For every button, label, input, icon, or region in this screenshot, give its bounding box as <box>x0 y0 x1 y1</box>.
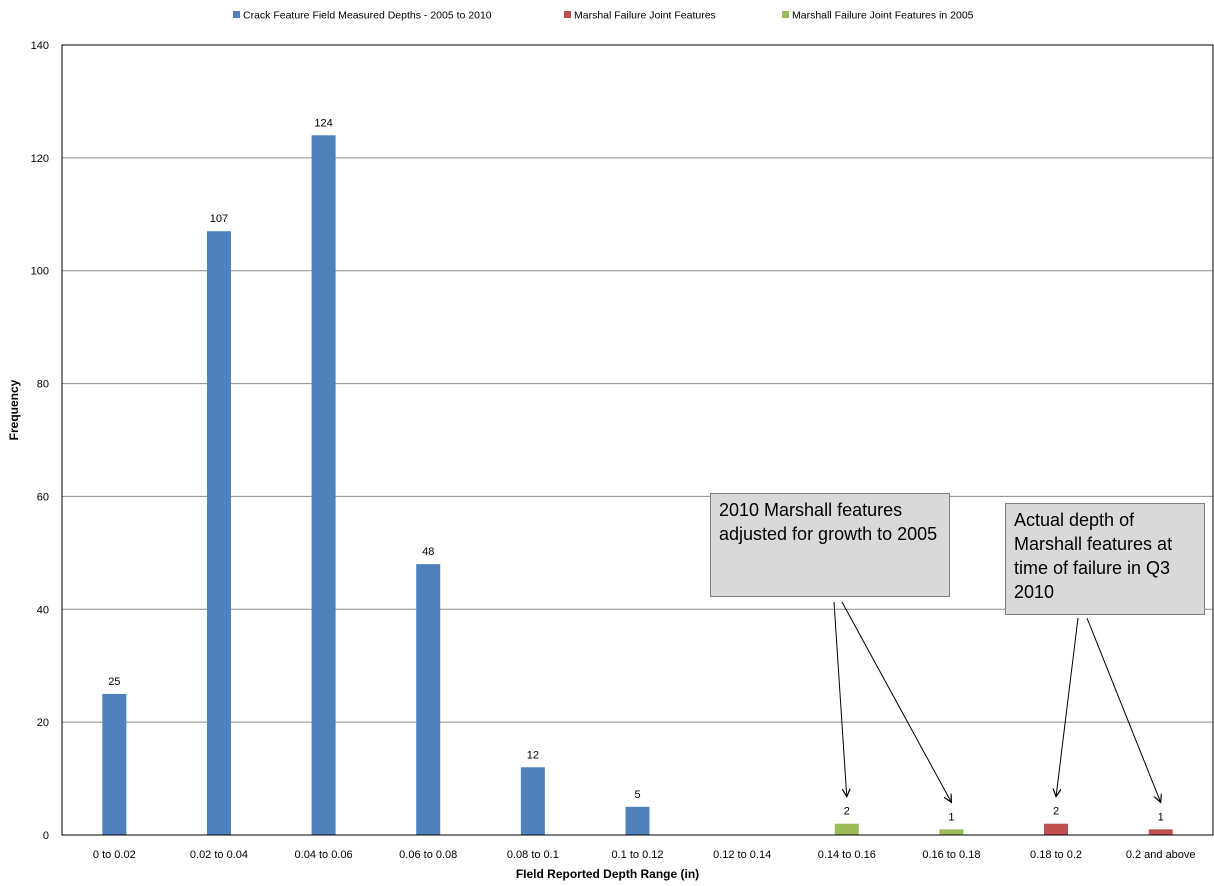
bar-0-08-to-0-1 <box>520 767 545 835</box>
data-label: 124 <box>314 117 332 129</box>
y-tick-label: 120 <box>31 153 49 165</box>
legend-swatch <box>782 11 789 18</box>
annotation-arrow <box>841 601 951 802</box>
x-tick-label: 0.18 to 0.2 <box>1030 849 1082 861</box>
annotation-arrow <box>833 601 847 797</box>
y-tick-label: 40 <box>37 604 49 616</box>
x-tick-label: 0.02 to 0.04 <box>190 849 248 861</box>
x-tick-label: 0.06 to 0.08 <box>399 849 457 861</box>
y-tick-label: 60 <box>37 491 49 503</box>
bar-0-04-to-0-06 <box>311 135 336 836</box>
data-label: 2 <box>1053 806 1059 818</box>
bar-0-02-to-0-04 <box>206 231 231 835</box>
x-axis-ticks: 0 to 0.02 0.02 to 0.04 0.04 to 0.06 0.06 to… <box>93 849 1196 861</box>
annotation-arrows <box>833 601 1161 802</box>
data-label: 1 <box>1158 811 1164 823</box>
data-label: 12 <box>527 749 539 761</box>
x-tick-label: 0.08 to 0.1 <box>507 849 559 861</box>
legend-swatch <box>233 11 240 18</box>
annotation-arrow <box>1086 617 1161 802</box>
x-tick-label: 0.14 to 0.16 <box>818 849 876 861</box>
y-axis-ticks: 0 20 40 60 80 100 120 140 <box>31 40 49 842</box>
data-label: 1 <box>948 811 954 823</box>
x-tick-label: 0.04 to 0.06 <box>295 849 353 861</box>
y-tick-label: 80 <box>37 379 49 391</box>
y-tick-label: 0 <box>43 830 49 842</box>
legend-entry: Marshall Failure Joint Features in 2005 <box>792 10 974 22</box>
y-tick-label: 20 <box>37 717 49 729</box>
x-tick-label: 0 to 0.02 <box>93 849 136 861</box>
x-tick-label: 0.2 and above <box>1126 849 1196 861</box>
y-axis-title: Frequency <box>7 379 21 440</box>
bar-0-14-to-0-16 <box>834 823 859 835</box>
legend-entry: Crack Feature Field Measured Depths - 20… <box>243 10 492 22</box>
legend-entry: Marshal Failure Joint Features <box>574 10 716 22</box>
x-tick-label: 0.1 to 0.12 <box>612 849 664 861</box>
annotation-callout-actual-depth: Actual depth of Marshall features at tim… <box>1005 503 1205 615</box>
x-tick-label: 0.12 to 0.14 <box>713 849 771 861</box>
data-label: 48 <box>422 546 434 558</box>
data-label: 5 <box>634 789 640 801</box>
annotation-callout-growth-adjusted: 2010 Marshall features adjusted for grow… <box>710 493 950 597</box>
legend-swatch <box>564 11 571 18</box>
annotation-arrow <box>1056 617 1079 797</box>
x-tick-label: 0.16 to 0.18 <box>922 849 980 861</box>
y-tick-label: 100 <box>31 266 49 278</box>
bar-0-16-to-0-18 <box>939 829 964 835</box>
data-label: 107 <box>210 213 228 225</box>
bar-0-18-to-0-2 <box>1044 823 1069 835</box>
gridlines <box>62 157 1213 723</box>
plot-area-border <box>61 44 1214 836</box>
bars <box>102 135 1173 836</box>
bar-0-06-to-0-08 <box>416 564 441 835</box>
data-label: 25 <box>108 676 120 688</box>
bar-0-to-0-02 <box>102 693 127 835</box>
y-tick-label: 140 <box>31 40 49 52</box>
bar-0-2-and-above <box>1148 829 1173 835</box>
x-axis-title: FIeld Reported Depth Range (in) <box>516 867 699 881</box>
data-label: 2 <box>844 806 850 818</box>
bar-0-1-to-0-12 <box>625 806 650 835</box>
legend: Crack Feature Field Measured Depths - 20… <box>233 10 974 22</box>
